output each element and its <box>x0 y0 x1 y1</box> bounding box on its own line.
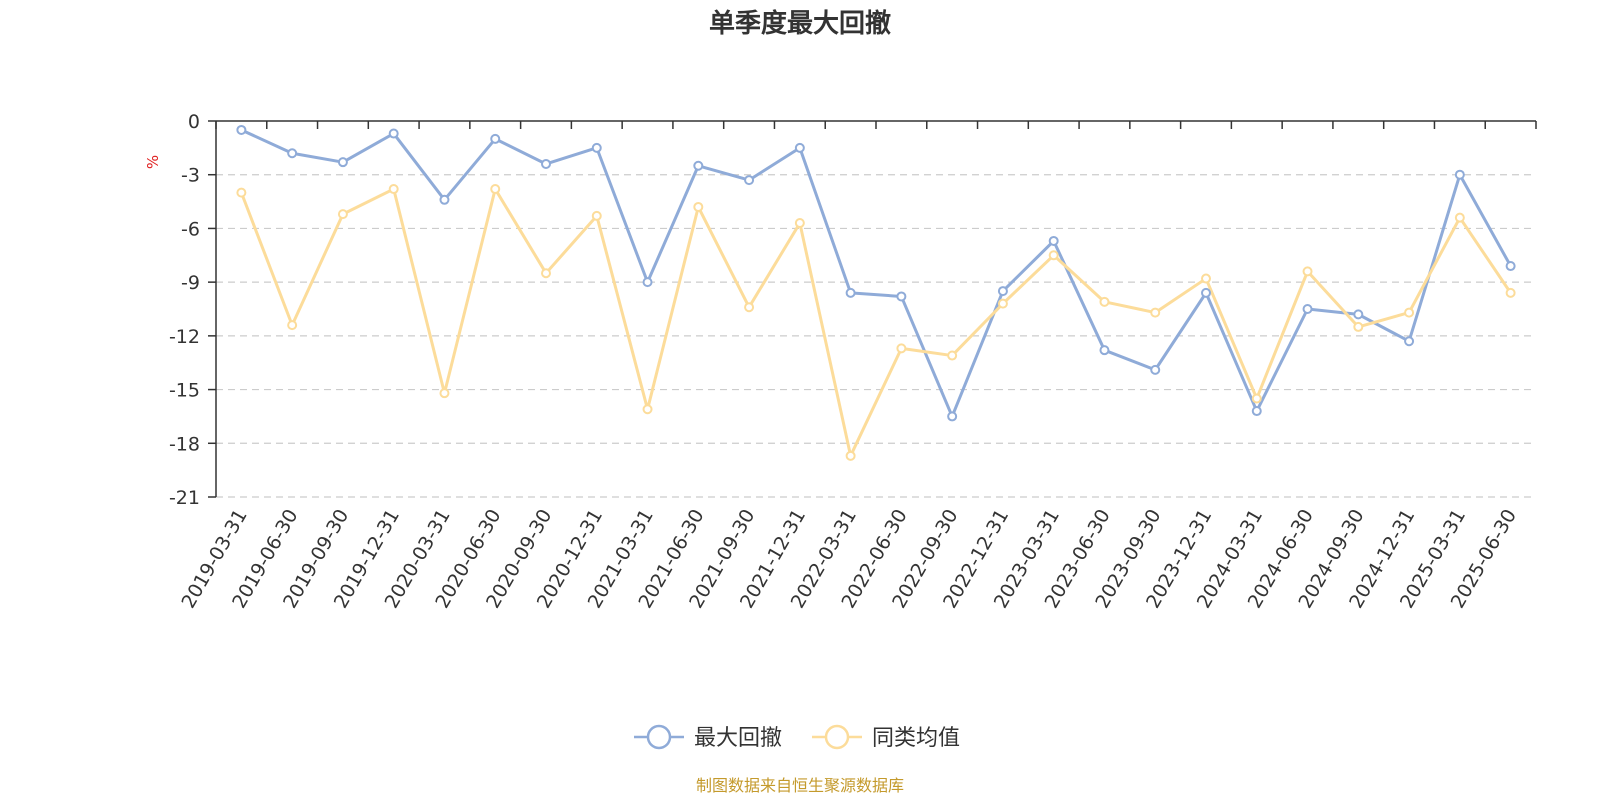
series-1-point[interactable] <box>388 184 399 195</box>
series-0-point[interactable] <box>1150 364 1161 375</box>
grid-lines <box>216 174 1536 498</box>
y-tick-label: 0 <box>188 111 200 133</box>
x-axis-tick-labels: 2019-03-312019-06-302019-09-302019-12-31… <box>177 505 1520 612</box>
y-tick-label: -18 <box>169 433 200 455</box>
series-1-point[interactable] <box>693 201 704 212</box>
series-0-point[interactable] <box>794 142 805 153</box>
series-1-point[interactable] <box>845 450 856 461</box>
series-1-point[interactable] <box>744 302 755 313</box>
series-1-point[interactable] <box>287 320 298 331</box>
y-axis-tick-labels: 0 -3 -6 -9 -12 -15 -18 -21 <box>169 111 200 509</box>
legend-label: 同类均值 <box>872 726 960 751</box>
y-axis-unit-label: % <box>144 155 162 169</box>
y-tick-label: -12 <box>169 326 200 348</box>
series-0-point[interactable] <box>1302 304 1313 314</box>
series-1-point[interactable] <box>1099 296 1110 307</box>
series-0-point[interactable] <box>337 157 348 168</box>
series-0-point[interactable] <box>439 194 450 205</box>
series-1-point[interactable] <box>947 350 958 361</box>
series-0-point[interactable] <box>1251 406 1262 417</box>
series-1-point[interactable] <box>439 388 450 399</box>
series-1-point[interactable] <box>1404 307 1415 318</box>
axes <box>208 120 1537 498</box>
series-0-point[interactable] <box>490 133 501 144</box>
y-tick-label: -3 <box>181 165 200 187</box>
series-0-point[interactable] <box>1353 309 1364 320</box>
series-0-point[interactable] <box>1201 287 1211 298</box>
series-0-point[interactable] <box>693 160 704 171</box>
legend-marker-icon <box>824 724 850 750</box>
series-line-0 <box>240 128 1512 418</box>
series-1-point[interactable] <box>236 187 247 198</box>
series-1-point[interactable] <box>591 210 602 221</box>
series-line-1 <box>239 187 1512 458</box>
series-1-point[interactable] <box>337 209 348 220</box>
series-0-point[interactable] <box>896 291 907 302</box>
series-1-point[interactable] <box>794 218 805 229</box>
series-1-point[interactable] <box>896 343 907 354</box>
series-0-point[interactable] <box>591 142 602 153</box>
series-0-point[interactable] <box>1454 169 1465 180</box>
series-1-point[interactable] <box>997 298 1008 309</box>
series-0-point[interactable] <box>236 124 247 135</box>
series-0-point[interactable] <box>1048 235 1059 246</box>
series-0-point[interactable] <box>1404 336 1415 347</box>
series-1-point[interactable] <box>541 268 551 279</box>
y-tick-label: -6 <box>181 218 200 240</box>
series-1-point[interactable] <box>1201 273 1211 284</box>
series-1-point[interactable] <box>642 404 653 415</box>
legend-label: 最大回撤 <box>694 726 782 751</box>
y-tick-label: -15 <box>169 380 200 402</box>
series-1-point[interactable] <box>1048 250 1059 261</box>
series-1-point[interactable] <box>490 184 501 195</box>
series-0-point[interactable] <box>845 287 856 298</box>
series-0-point[interactable] <box>388 128 399 139</box>
y-tick-label: -9 <box>181 272 200 294</box>
y-tick-label: -21 <box>169 487 200 509</box>
series-1-point[interactable] <box>1505 287 1516 298</box>
series-1-point[interactable] <box>1353 321 1364 332</box>
legend-item-1[interactable]: 同类均值 <box>812 724 960 751</box>
series-1-point[interactable] <box>1150 307 1161 318</box>
series-0-point[interactable] <box>642 277 653 288</box>
series-0-point[interactable] <box>1505 261 1516 272</box>
series-lines <box>236 124 1516 461</box>
chart-title: 单季度最大回撤 <box>709 8 891 39</box>
series-0-point[interactable] <box>744 175 755 186</box>
legend-marker-icon <box>646 724 672 750</box>
series-0-point[interactable] <box>947 411 958 422</box>
series-0-point[interactable] <box>541 158 551 169</box>
legend-item-0[interactable]: 最大回撤 <box>634 724 782 751</box>
series-1-point[interactable] <box>1454 212 1465 223</box>
series-0-point[interactable] <box>287 148 298 159</box>
series-0-point[interactable] <box>1099 345 1110 356</box>
series-1-point[interactable] <box>1302 266 1313 277</box>
series-1-point[interactable] <box>1251 393 1262 404</box>
legend[interactable]: 最大回撤 同类均值 <box>634 724 960 751</box>
data-source-note: 制图数据来自恒生聚源数据库 <box>696 776 904 795</box>
series-0-point[interactable] <box>997 286 1008 297</box>
